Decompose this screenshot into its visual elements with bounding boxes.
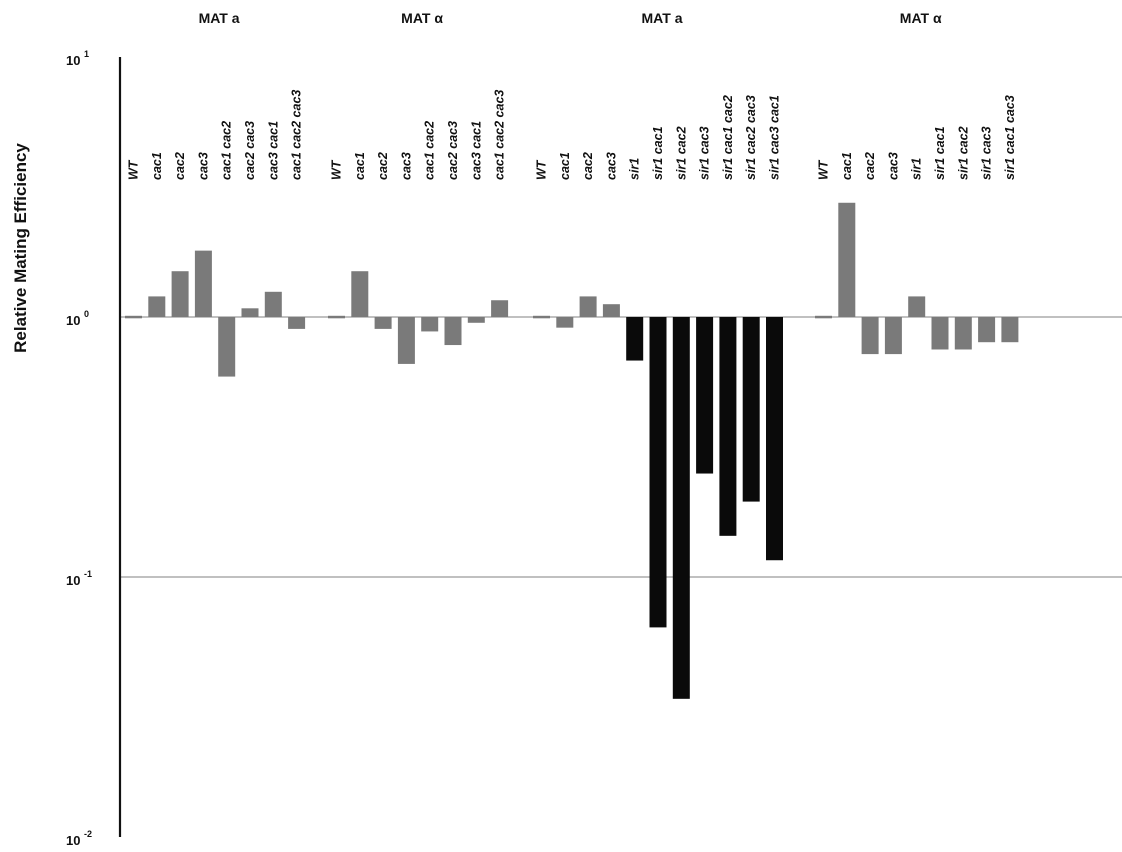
bar-g3-5: [931, 317, 949, 350]
group-title-1: MAT α: [401, 10, 443, 26]
bar-g2-8: [719, 317, 737, 536]
y-tick-label-2: 10: [66, 573, 80, 588]
bar-label-g1-4: cac1 cac2: [423, 121, 437, 180]
y-tick-exponent-1: 0: [84, 309, 89, 319]
group-titles: MAT a MAT α MAT a MAT α: [199, 10, 942, 26]
bar-g1-2: [374, 317, 392, 329]
bar-g2-7: [696, 317, 714, 474]
bar-label-g3-6: sir1 cac2: [956, 126, 970, 180]
bar-label-g3-2: cac2: [863, 152, 877, 180]
y-axis-title: Relative Mating Efficiency: [11, 143, 30, 353]
bar-label-g3-8: sir1 cac1 cac3: [1003, 95, 1017, 180]
bar-label-g2-6: sir1 cac2: [674, 126, 688, 180]
bar-g2-4: [626, 317, 644, 361]
bar-label-g3-4: sir1: [910, 158, 924, 180]
bar-label-g0-2: cac2: [173, 152, 187, 180]
bar-label-g2-5: sir1 cac1: [651, 126, 665, 180]
bar-g1-3: [397, 317, 415, 364]
bar-g1-5: [444, 317, 462, 346]
bar-g1-7: [491, 300, 509, 317]
bar-g0-6: [264, 291, 282, 317]
reference-lines: [120, 316, 1122, 578]
bar-g3-7: [978, 317, 996, 343]
bar-label-g2-3: cac3: [604, 152, 618, 180]
bars: [125, 202, 1019, 699]
bar-g2-10: [766, 317, 783, 561]
bar-label-g1-6: cac3 cac1: [469, 121, 483, 180]
bar-label-g0-5: cac2 cac3: [243, 121, 257, 180]
bar-g1-1: [351, 271, 369, 317]
bar-label-g2-0: WT: [535, 159, 549, 180]
bar-labels: WT cac1 cac2 cac3 cac1 cac2 cac2 cac3 cac3 cac…: [127, 90, 1017, 180]
bar-label-g3-5: sir1 cac1: [933, 126, 947, 180]
bar-label-g0-1: cac1: [150, 152, 164, 180]
bar-label-g0-6: cac3 cac1: [266, 121, 280, 180]
bar-label-g1-7: cac1 cac2 cac3: [493, 90, 507, 180]
bar-g2-2: [579, 296, 597, 317]
y-tick-label-3: 10: [66, 833, 80, 848]
y-tick-label-1: 10: [66, 313, 80, 328]
y-tick-exponent-2: -1: [84, 569, 92, 579]
bar-label-g3-0: WT: [817, 159, 831, 180]
bar-g3-2: [861, 317, 879, 355]
bar-g2-1: [556, 317, 574, 328]
group-title-3: MAT α: [900, 10, 942, 26]
bar-label-g1-5: cac2 cac3: [446, 121, 460, 180]
bar-label-g2-4: sir1: [628, 158, 642, 180]
bar-g0-3: [194, 250, 212, 317]
bar-g0-2: [171, 271, 189, 317]
y-tick-exponent-0: 1: [84, 49, 89, 59]
bar-g0-7: [288, 317, 306, 329]
bar-g3-8: [1001, 317, 1019, 343]
y-tick-exponent-3: -2: [84, 829, 92, 839]
bar-label-g3-1: cac1: [840, 152, 854, 180]
bar-g0-0: [125, 315, 142, 319]
bar-label-g3-7: sir1 cac3: [980, 126, 994, 180]
bar-g0-1: [148, 296, 166, 317]
bar-g2-9: [742, 317, 760, 502]
bar-g0-4: [218, 317, 236, 377]
bar-g3-4: [908, 296, 926, 317]
bar-label-g0-4: cac1 cac2: [220, 121, 234, 180]
bar-g3-3: [884, 317, 902, 355]
bar-label-g2-7: sir1 cac3: [698, 126, 712, 180]
bar-label-g1-1: cac1: [353, 152, 367, 180]
bar-g3-0: [815, 315, 832, 319]
bar-label-g1-0: WT: [330, 159, 344, 180]
bar-label-g3-3: cac3: [886, 152, 900, 180]
bar-g3-1: [838, 202, 856, 317]
bar-g2-0: [533, 315, 550, 319]
bar-g1-6: [467, 317, 485, 323]
bar-g1-0: [328, 315, 345, 319]
bar-g3-6: [954, 317, 972, 350]
bar-g2-3: [602, 304, 620, 317]
bar-g0-5: [241, 308, 259, 317]
bar-label-g1-2: cac2: [376, 152, 390, 180]
bar-label-g2-9: sir1 cac2 cac3: [744, 95, 758, 180]
bar-label-g2-2: cac2: [581, 152, 595, 180]
group-title-2: MAT a: [642, 10, 683, 26]
y-axis: Relative Mating Efficiency: [11, 57, 122, 837]
bar-label-g1-3: cac3: [399, 152, 413, 180]
bar-label-g2-10: sir1 cac3 cac1: [768, 95, 782, 180]
group-title-0: MAT a: [199, 10, 240, 26]
bar-label-g0-3: cac3: [196, 152, 210, 180]
bar-label-g2-8: sir1 cac1 cac2: [721, 95, 735, 180]
bar-g1-4: [421, 317, 439, 332]
bar-label-g2-1: cac1: [558, 152, 572, 180]
y-tick-labels: 10 1 10 0 10 -1 10 -2: [66, 49, 92, 848]
y-tick-label-0: 10: [66, 53, 80, 68]
bar-label-g0-7: cac1 cac2 cac3: [290, 90, 304, 180]
bar-label-g0-0: WT: [127, 159, 141, 180]
bar-g2-6: [672, 317, 690, 699]
bar-g2-5: [649, 317, 667, 628]
